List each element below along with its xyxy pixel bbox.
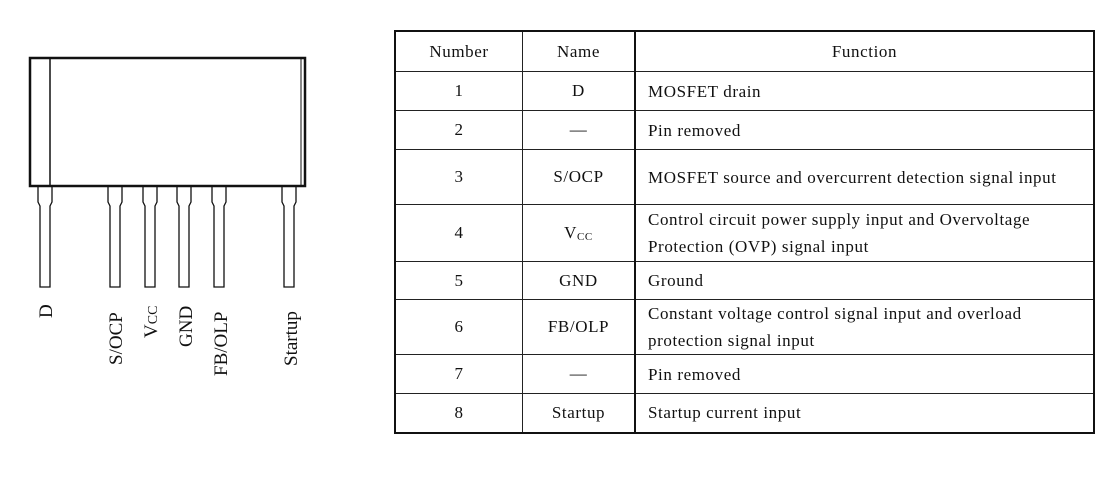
table-row: 8 Startup Startup current input <box>394 393 1095 433</box>
header-number: Number <box>394 30 523 72</box>
table-row: 1 D MOSFET drain <box>394 71 1095 111</box>
cell-function: Control circuit power supply input and O… <box>634 204 1095 262</box>
cell-function: Ground <box>634 261 1095 300</box>
cell-name: — <box>522 354 636 394</box>
header-name: Name <box>522 30 636 72</box>
cell-function: Constant voltage control signal input an… <box>634 299 1095 355</box>
cell-number: 6 <box>394 299 523 355</box>
pin-label-s-ocp: S/OCP <box>106 312 127 365</box>
vcc-sub: CC <box>146 306 161 325</box>
table-row: 3 S/OCP MOSFET source and overcurrent de… <box>394 149 1095 205</box>
pin-function-table: Number Name Function 1 D MOSFET drain 2 … <box>394 30 1095 434</box>
name-v: V <box>564 223 577 242</box>
cell-number: 1 <box>394 71 523 111</box>
package-diagram: D S/OCP VCC GND FB/OLP Startup <box>28 56 307 376</box>
table-row: 4 VCC Control circuit power supply input… <box>394 204 1095 262</box>
cell-number: 2 <box>394 110 523 150</box>
pin-label-fb-olp: FB/OLP <box>211 312 232 376</box>
cell-name: Startup <box>522 393 636 433</box>
table-header-row: Number Name Function <box>394 30 1095 72</box>
cell-number: 3 <box>394 149 523 205</box>
header-function: Function <box>634 30 1095 72</box>
cell-name: D <box>522 71 636 111</box>
package-body <box>28 56 307 188</box>
cell-name: S/OCP <box>522 149 636 205</box>
cell-function: Startup current input <box>634 393 1095 433</box>
cell-function: MOSFET drain <box>634 71 1095 111</box>
cell-function: Pin removed <box>634 110 1095 150</box>
cell-number: 4 <box>394 204 523 262</box>
cell-number: 8 <box>394 393 523 433</box>
table-row: 6 FB/OLP Constant voltage control signal… <box>394 299 1095 355</box>
cell-name: FB/OLP <box>522 299 636 355</box>
pin-lead-fbolp <box>211 187 227 288</box>
pin-lead-socp <box>107 187 123 288</box>
pin-lead-gnd <box>176 187 192 288</box>
name-sub: CC <box>577 231 593 243</box>
cell-number: 7 <box>394 354 523 394</box>
vcc-v: V <box>141 324 162 338</box>
cell-number: 5 <box>394 261 523 300</box>
pin-lead-startup <box>281 187 297 288</box>
pin-label-d: D <box>36 304 57 318</box>
pin-lead-v <box>142 187 158 288</box>
table-row: 2 — Pin removed <box>394 110 1095 150</box>
pin-label-gnd: GND <box>176 306 197 347</box>
pin-label-startup: Startup <box>281 311 302 366</box>
pin-label-vcc: VCC <box>141 306 162 338</box>
table-row: 7 — Pin removed <box>394 354 1095 394</box>
cell-name: GND <box>522 261 636 300</box>
cell-name: — <box>522 110 636 150</box>
cell-name: VCC <box>522 204 636 262</box>
cell-function: MOSFET source and overcurrent detection … <box>634 149 1095 205</box>
table-row: 5 GND Ground <box>394 261 1095 300</box>
cell-function: Pin removed <box>634 354 1095 394</box>
pin-lead-d <box>37 187 53 288</box>
